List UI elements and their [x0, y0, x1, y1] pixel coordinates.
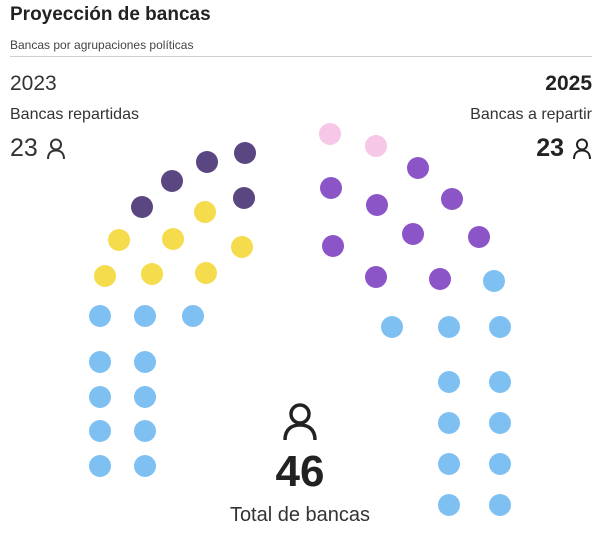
person-icon [46, 138, 65, 159]
seat-dot-2025-group-3 [381, 316, 403, 338]
chart-subtitle: Bancas por agrupaciones políticas [10, 38, 194, 52]
person-icon [573, 138, 591, 159]
seats-to-distribute-count: 23 [536, 134, 592, 163]
seat-dot-2025-group-3 [483, 270, 505, 292]
distributed-seats-caption: Bancas repartidas [10, 106, 139, 123]
seat-dot-2023-group-2 [162, 228, 184, 250]
person-icon [283, 403, 317, 441]
seat-dot-2023-group-1 [134, 386, 156, 408]
seat-dot-2025-group-3 [489, 453, 511, 475]
seats-to-distribute-caption: Bancas a repartir [470, 106, 592, 123]
seat-dot-2023-group-1 [134, 420, 156, 442]
seat-dot-2025-group-3 [438, 371, 460, 393]
seat-dot-2023-group-1 [134, 305, 156, 327]
year-2025-label: 2025 [545, 72, 592, 95]
seat-dot-2025-group-2 [441, 188, 463, 210]
distributed-seats-value: 23 [10, 134, 38, 162]
seat-dot-2023-group-1 [89, 386, 111, 408]
seat-dot-2025-group-1 [365, 135, 387, 157]
seat-dot-2023-group-1 [182, 305, 204, 327]
seat-dot-2023-group-2 [195, 262, 217, 284]
seat-dot-2023-group-3 [131, 196, 153, 218]
seat-dot-2023-group-3 [161, 170, 183, 192]
seat-dot-2025-group-3 [438, 412, 460, 434]
seat-dot-2023-group-2 [94, 265, 116, 287]
seat-dot-2023-group-1 [89, 305, 111, 327]
seat-dot-2023-group-2 [194, 201, 216, 223]
seat-dot-2025-group-3 [438, 316, 460, 338]
seat-dot-2025-group-3 [489, 316, 511, 338]
total-seats-label: Total de bancas [229, 504, 371, 526]
seat-dot-2023-group-1 [134, 351, 156, 373]
seat-dot-2023-group-2 [141, 263, 163, 285]
seat-dot-2023-group-3 [196, 151, 218, 173]
seat-dot-2025-group-3 [489, 494, 511, 516]
seat-dot-2025-group-2 [407, 157, 429, 179]
header-divider [10, 56, 592, 57]
seat-dot-2025-group-3 [489, 371, 511, 393]
seat-dot-2025-group-2 [402, 223, 424, 245]
seat-dot-2023-group-3 [233, 187, 255, 209]
distributed-seats-count: 23 [10, 134, 66, 163]
year-2023-label: 2023 [10, 72, 57, 95]
seat-dot-2025-group-3 [489, 412, 511, 434]
seat-dot-2023-group-1 [89, 455, 111, 477]
seat-dot-2025-group-2 [365, 266, 387, 288]
seat-dot-2025-group-2 [320, 177, 342, 199]
seat-dot-2023-group-1 [89, 351, 111, 373]
seat-dot-2025-group-3 [438, 494, 460, 516]
seat-dot-2023-group-2 [108, 229, 130, 251]
seat-dot-2023-group-2 [231, 236, 253, 258]
seat-dot-2025-group-2 [468, 226, 490, 248]
total-seats-value: 46 [275, 447, 325, 496]
seats-to-distribute-value: 23 [536, 134, 564, 162]
seat-dot-2023-group-3 [234, 142, 256, 164]
seat-dot-2025-group-3 [438, 453, 460, 475]
seat-dot-2025-group-2 [366, 194, 388, 216]
chart-title: Proyección de bancas [10, 4, 211, 25]
seat-dot-2023-group-1 [134, 455, 156, 477]
seat-dot-2025-group-2 [322, 235, 344, 257]
seat-dot-2025-group-2 [429, 268, 451, 290]
seat-dot-2023-group-1 [89, 420, 111, 442]
seat-dot-2025-group-1 [319, 123, 341, 145]
